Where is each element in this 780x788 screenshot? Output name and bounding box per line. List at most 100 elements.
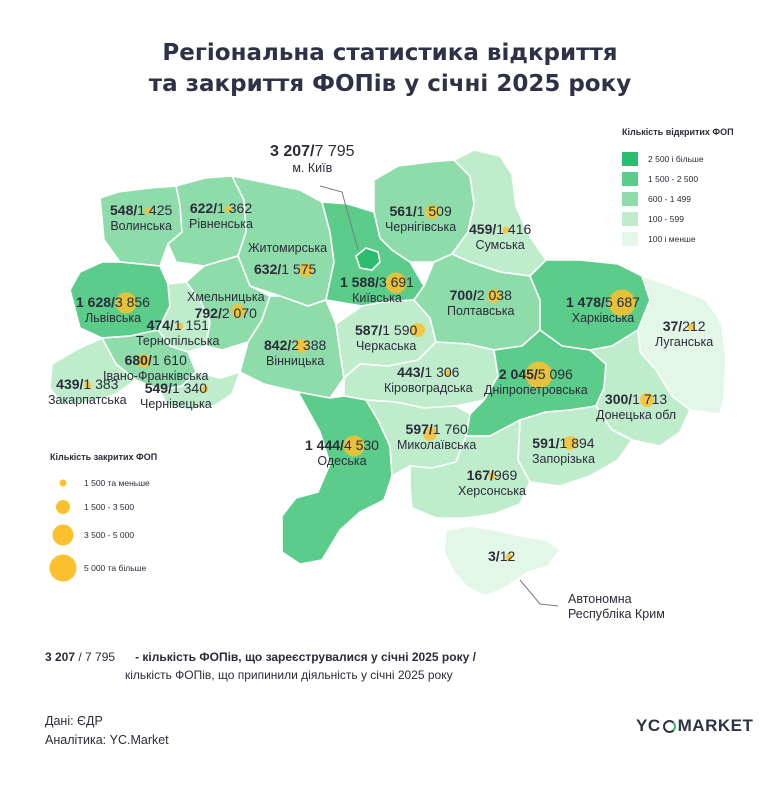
lvivska-closed: 3 856 [114,294,150,310]
luhanska-closed: 212 [682,318,706,334]
closed-circle-luhanska [687,323,695,331]
volynska-closed: 1 425 [137,202,173,218]
label-mykolaivska: 597/1 760 Миколаївська [397,421,477,452]
kyivska-closed: 3 691 [378,274,414,290]
open-legend-title: Кількість відкритих ФОП [622,127,734,137]
closed-circle-mykolaivska [423,427,437,441]
closed-circle-kharkivska [608,289,636,317]
sumska-name: Сумська [475,238,525,252]
zhytomyrska-closed: 1 575 [281,261,317,277]
kyiv-callout-line [319,185,359,251]
source-data: Дані: ЄДР [45,714,103,728]
dnipropetrovska-opened: 2 045 [498,366,534,382]
label-crimea-nums: 3/12 [488,548,516,564]
open-legend-swatch [622,192,638,206]
label-vinnytska: 842/2 388 Вінницька [264,337,327,368]
open-legend-swatch [622,172,638,186]
label-ternopilska: 474/1 151 Тернопільська [136,317,220,348]
open-legend-item: 100 - 599 [622,212,684,226]
donetska-opened: 300 [604,391,629,407]
label-cherkaska: 587/1 590 Черкаська [355,322,418,353]
cherkaska-closed: 1 590 [382,322,418,338]
label-zhytomyrska-nums: 632/1 575 [254,261,317,277]
luhanska-opened: 37 [662,318,679,334]
ternopilska-opened: 474 [146,317,170,333]
closed-legend-label-1: 1 500 та меньше [84,478,150,488]
poltavska-closed: 2 038 [476,287,512,303]
closed-circle-lvivska [115,292,137,314]
label-sumska: 459/1 416 Сумська [469,221,532,252]
closed-circle-cherkaska [411,323,425,337]
khersonska-closed: 969 [493,467,518,483]
closed-circle-chernihivska [425,205,439,219]
label-crimea-name: Автономна Республіка Крим [568,577,665,637]
label-chernihivska: 561/1 509 Чернігівська [385,203,457,234]
closed-circle-zakarpatska [84,381,92,389]
donetska-name: Донецька обл [596,408,677,422]
label-luhanska: 37/212 Луганська [655,318,714,349]
closed-circle-zhytomyrska [299,263,313,277]
closed-circle-khmelnytska [231,304,245,318]
chernivetska-opened: 549 [144,380,169,396]
kyiv-city-opened: 3 207 [270,143,311,160]
source-block: Дані: ЄДР Аналітика: YC.Market [45,712,169,750]
legend-circles-layer [49,479,77,582]
footnote-opened: 3 207 [45,650,76,664]
zhytomyrska-name: Житомирська [248,241,328,255]
kirovohradska-closed: 1 306 [424,364,460,380]
regions-layer [49,149,727,597]
ycmarket-logo: YC MARKET [636,716,754,735]
ternopilska-closed: 1 151 [173,317,209,333]
khmelnytska-closed: 2 070 [221,305,257,321]
closed-legend-circle [59,479,67,487]
ivano-frankivska-closed: 1 610 [151,352,187,368]
closed-circle-odeska [343,435,365,457]
chernihivska-opened: 561 [389,203,413,219]
rivnenska-name: Рівненська [189,217,253,231]
closed-circle-sumska [502,226,510,234]
kirovohradska-opened: 443 [397,364,421,380]
label-kirovohradska: 443/1 306 Кіровоградська [384,364,473,395]
poltavska-opened: 700 [449,287,473,303]
closed-circle-rivnenska [224,205,232,213]
lvivska-opened: 1 628 [76,294,112,310]
odeska-name: Одеська [317,454,367,468]
closed-circle-donetska [640,393,654,407]
label-lvivska: 1 628/3 856 Львівська [76,294,150,325]
region-khersonska [409,418,531,519]
open-legend-swatch [622,152,638,166]
region-chernivetska [158,370,242,411]
khmelnytska-name: Хмельницька [187,290,265,304]
zakarpatska-closed: 1 383 [83,376,119,392]
kharkivska-closed: 5 687 [604,294,640,310]
zaporizka-opened: 591 [532,435,556,451]
kharkivska-opened: 1 478 [566,294,602,310]
zaporizka-closed: 1 894 [559,435,595,451]
odeska-closed: 4 530 [343,437,379,453]
closed-circle-kyivska [385,272,407,294]
closed-legend-circle [52,524,74,546]
label-volynska: 548/1 425 Волинська [110,202,173,233]
crimea-opened: 3 [488,548,496,564]
vinnytska-name: Вінницька [266,354,325,368]
title-line-2: та закриття ФОПів у січні 2025 року [148,71,632,97]
footnote-closed: 7 795 [85,650,116,664]
crimea-closed: 12 [499,548,516,564]
open-legend-item: 1 500 - 2 500 [622,172,698,186]
label-chernivetska: 549/1 340 Чернівецька [140,380,212,411]
kyiv-city-shape [355,247,381,271]
closed-circle-ivano_frankivska [137,354,151,368]
chernihivska-closed: 1 509 [416,203,452,219]
chernivetska-name: Чернівецька [140,397,212,411]
zhytomyrska-opened: 632 [254,261,278,277]
label-donetska: 300/1 713 Донецька обл [596,391,677,422]
vinnytska-opened: 842 [264,337,288,353]
label-dnipropetrovska: 2 045/5 096 Дніпропетровська [484,366,588,397]
region-crimea [443,525,562,597]
label-kyiv-city: 3 207/7 795 м. Київ [270,143,355,175]
map-title: Регіональна статистика відкриття та закр… [0,38,780,100]
footnote: 3 207 / 7 795 - кількість ФОПів, що заре… [45,650,476,682]
mykolaivska-name: Миколаївська [397,438,477,452]
closed-legend-title: Кількість закритих ФОП [50,452,158,462]
